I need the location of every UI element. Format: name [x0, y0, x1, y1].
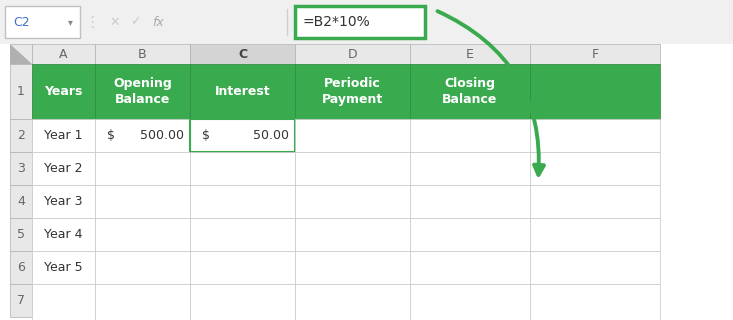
Bar	[295, 185, 410, 218]
Bar	[530, 119, 660, 152]
Text: 6: 6	[17, 261, 25, 274]
Bar	[95, 44, 190, 64]
Bar	[190, 284, 295, 320]
Text: Year 1: Year 1	[44, 129, 83, 142]
Text: Periodic
Payment: Periodic Payment	[322, 77, 383, 106]
Bar	[10, 44, 32, 64]
Text: B: B	[139, 47, 147, 60]
Text: Closing
Balance: Closing Balance	[442, 77, 498, 106]
Bar	[32, 44, 95, 64]
Bar	[295, 284, 410, 320]
Text: Year 4: Year 4	[44, 228, 83, 241]
Bar	[95, 152, 190, 185]
Polygon shape	[10, 44, 32, 64]
Bar	[32, 284, 95, 320]
Text: 5: 5	[17, 228, 25, 241]
Bar	[32, 152, 95, 185]
Text: ✕: ✕	[110, 15, 120, 28]
Bar	[190, 152, 295, 185]
Text: A: A	[59, 47, 67, 60]
Bar	[10, 251, 32, 284]
Bar	[95, 284, 190, 320]
Bar	[295, 64, 410, 119]
Bar	[10, 119, 32, 152]
Bar	[190, 44, 295, 64]
Bar	[410, 218, 530, 251]
Bar	[295, 119, 410, 152]
Bar	[530, 251, 660, 284]
Bar	[190, 64, 295, 119]
Text: D: D	[347, 47, 357, 60]
Text: =B2*10%: =B2*10%	[303, 15, 371, 29]
Bar	[410, 284, 530, 320]
Bar	[32, 218, 95, 251]
Bar	[10, 185, 32, 218]
Bar	[530, 185, 660, 218]
Bar	[190, 185, 295, 218]
Bar	[5, 6, 80, 38]
Bar	[410, 119, 530, 152]
Bar	[95, 119, 190, 152]
Text: fx: fx	[152, 15, 164, 28]
Text: ⋮: ⋮	[84, 14, 100, 29]
Bar	[10, 218, 32, 251]
Text: E: E	[466, 47, 474, 60]
Bar	[95, 218, 190, 251]
Text: 3: 3	[17, 162, 25, 175]
Bar	[295, 44, 410, 64]
Text: Year 5: Year 5	[44, 261, 83, 274]
Bar	[410, 152, 530, 185]
Bar	[530, 284, 660, 320]
Bar	[95, 251, 190, 284]
Text: Year 3: Year 3	[44, 195, 83, 208]
Text: C2: C2	[13, 15, 29, 28]
Text: Opening
Balance: Opening Balance	[113, 77, 172, 106]
Text: $: $	[202, 129, 210, 142]
Bar	[410, 44, 530, 64]
Text: Year 2: Year 2	[44, 162, 83, 175]
Text: 7: 7	[17, 294, 25, 307]
Bar	[295, 152, 410, 185]
Bar	[295, 6, 425, 38]
Text: Interest: Interest	[215, 85, 270, 98]
Bar	[410, 251, 530, 284]
Text: Years: Years	[44, 85, 83, 98]
Bar	[0, 0, 733, 44]
Bar	[410, 185, 530, 218]
Bar	[190, 119, 295, 152]
Bar	[530, 44, 660, 64]
Bar	[10, 152, 32, 185]
Bar	[295, 218, 410, 251]
Bar	[0, 44, 733, 320]
Bar	[410, 64, 530, 119]
Bar	[95, 185, 190, 218]
Bar	[190, 218, 295, 251]
Text: C: C	[238, 47, 247, 60]
Text: 2: 2	[17, 129, 25, 142]
Bar	[295, 251, 410, 284]
Text: 4: 4	[17, 195, 25, 208]
Text: $: $	[107, 129, 115, 142]
Bar	[32, 64, 95, 119]
Text: 50.00: 50.00	[253, 129, 289, 142]
Bar	[10, 284, 32, 317]
Bar	[32, 185, 95, 218]
Bar	[32, 251, 95, 284]
Bar	[32, 119, 95, 152]
Bar	[190, 251, 295, 284]
Bar	[95, 64, 190, 119]
Text: ✓: ✓	[130, 15, 140, 28]
Text: ▾: ▾	[67, 17, 73, 27]
Bar	[530, 218, 660, 251]
Bar	[10, 64, 32, 119]
Bar	[530, 64, 660, 119]
Text: 500.00: 500.00	[140, 129, 184, 142]
Text: F: F	[592, 47, 599, 60]
Bar	[530, 152, 660, 185]
Text: 1: 1	[17, 85, 25, 98]
